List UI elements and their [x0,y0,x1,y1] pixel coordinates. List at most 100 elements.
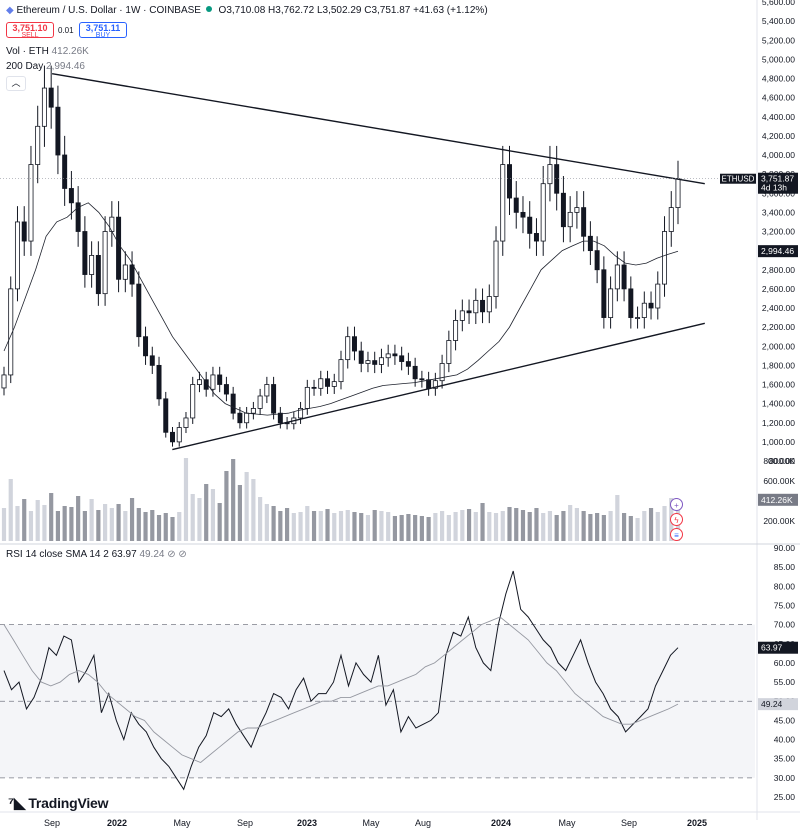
candle-down [419,378,425,381]
lightning-event-icon[interactable]: ϟ [670,513,683,526]
volume-bar [541,513,546,541]
price-tick-label: 4,800.00 [762,74,795,84]
volume-bar [177,512,182,541]
volume-bar [399,515,404,541]
volume-bar [662,506,667,541]
volume-bar [96,510,101,541]
countdown-tag: 4d 13h [761,183,787,193]
rsi-tick-label: 25.00 [774,792,796,802]
symbol-tag-bg [720,173,756,184]
ohlc-values: O3,710.08 H3,762.72 L3,502.29 C3,751.87 … [218,5,488,16]
rsi-last-tag-bg [758,641,798,654]
volume-bar [473,512,478,541]
ma-last-tag: 2,994.46 [761,246,794,256]
volume-bar [595,513,600,541]
chevron-up-icon[interactable]: ︿ [6,76,26,91]
volume-bar [143,512,148,541]
candle-up [176,427,182,443]
volume-bar [231,459,236,541]
volume-bar [487,512,492,541]
candle-down [48,87,54,108]
volume-legend[interactable]: Vol · ETH 412.26K [6,45,89,58]
volume-bar [76,496,81,541]
price-tick-label: 1,200.00 [762,418,795,428]
candle-down [587,235,593,252]
ma-legend[interactable]: 200 Day 2,994.46 [6,60,85,73]
volume-bar [284,508,290,541]
candle-down [628,288,634,318]
candle-down [55,106,61,156]
volume-bar [82,511,87,541]
buy-button[interactable]: 3,751.11 BUY [79,22,127,39]
trendline-lower[interactable] [172,322,705,451]
last-price-tag: 3,751.87 [761,174,794,184]
candle-down [351,336,357,352]
candle-up [385,353,391,359]
buy-price: 3,751.11 [85,23,121,33]
rsi-sma-value: 49.24 [139,549,165,560]
volume-bar [413,515,418,541]
candle-up [14,221,20,290]
rsi-line[interactable] [3,570,679,791]
candle-down [513,197,519,213]
candle-down [426,379,432,389]
chart-title[interactable]: Ethereum / U.S. Dollar · 1W · COINBASE [16,5,201,16]
volume-bar [527,512,532,541]
rsi-band-background [0,624,755,778]
rsi-tick-label: 55.00 [774,677,796,687]
candle-down [466,310,472,314]
ma-value: 2,994.46 [46,61,85,72]
rsi-tick-label: 60.00 [774,658,796,668]
trendline-upper[interactable] [51,73,705,185]
price-tick-label: 3,400.00 [762,207,795,217]
volume-bar [440,511,445,541]
symbol-tag-text: ETHUSD [722,175,755,184]
price-tick-label: 5,400.00 [762,16,795,26]
volume-bar [621,513,627,541]
price-tick-label: 5,000.00 [762,54,795,64]
volume-bar [298,512,303,541]
rsi-sma-last-tag-bg [758,698,798,711]
volume-bar [433,513,438,541]
volume-bar [372,510,377,541]
volume-bar [150,510,155,541]
candle-up [244,412,250,424]
flag-us-icon[interactable]: ≡ [670,528,683,541]
candle-down [62,154,68,189]
volume-bar [338,511,344,541]
moving-average-line[interactable] [3,202,679,416]
price-tick-label: 1,000.00 [762,437,795,447]
rsi-tick-label: 45.00 [774,715,796,725]
volume-bar [89,499,94,541]
candle-down [520,211,526,218]
volume-bar [183,458,189,541]
candle-down [594,250,600,271]
plus-event-icon[interactable]: + [670,498,683,511]
candle-up [365,360,371,364]
candle-up [567,211,573,228]
rsi-legend[interactable]: RSI 14 close SMA 14 2 63.97 49.24 ⊘ ⊘ [6,548,187,561]
rsi-value: 63.97 [111,549,137,560]
price-tick-label: 4,000.00 [762,150,795,160]
volume-bar [170,517,175,541]
volume-bar [628,516,633,541]
candle-up [257,395,263,409]
volume-bar [258,497,263,541]
volume-bar [379,511,384,541]
price-tick-label: 2,600.00 [762,284,795,294]
sell-button[interactable]: 3,751.10 SELL [6,22,54,39]
volume-bar [601,515,606,541]
hidden-eye-icon[interactable]: ⊘ ⊘ [167,549,187,560]
tradingview-logo[interactable]: ⁷◣ TradingView [8,794,109,812]
rsi-sma-line[interactable] [3,616,679,764]
candle-down [372,360,378,365]
volume-bar [446,515,451,541]
candle-up [662,231,668,285]
candle-down [217,374,223,385]
candle-up [345,336,351,361]
candle-up [608,288,614,318]
volume-bar [103,504,108,541]
volume-bar [426,517,431,541]
rsi-sma-last-tag: 49.24 [761,699,783,709]
